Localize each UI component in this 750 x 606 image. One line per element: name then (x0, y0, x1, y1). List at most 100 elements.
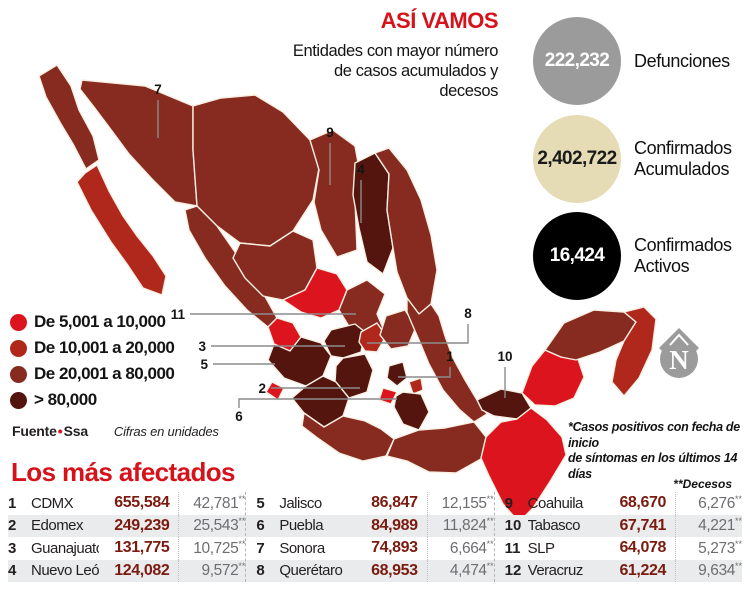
callout-6-label: 6 (235, 409, 243, 424)
defunciones-value: 222,232 (544, 50, 610, 71)
callout-11-label: 11 (171, 307, 186, 322)
table-row: 1 CDMX 655,584 42,781** (8, 492, 245, 515)
table-group-3: 9 Coahuila 68,670 6,276** 10 Tabasco 67,… (493, 492, 742, 582)
table-row: 10 Tabasco 67,741 4,221** (505, 514, 742, 537)
table-row: 5 Jalisco 86,847 12,155** (256, 492, 494, 515)
table-row: 7 Sonora 74,893 6,664** (256, 537, 494, 560)
state-campeche (521, 349, 585, 407)
units-note: Cifras en unidades (113, 424, 219, 439)
row-stripe (8, 514, 742, 537)
state-jalisco (267, 336, 332, 387)
confirmados-acumulados-circle: 2,402,722 (533, 115, 621, 203)
state-coahuila (309, 129, 360, 258)
mexico-map: 7 9 4 11 3 5 2 6 8 1 10 (38, 64, 657, 523)
table-row: 4 Nuevo León 124,082 9,572** (8, 559, 245, 582)
table-row: 8 Querétaro 68,953 4,474** (256, 559, 494, 582)
defunciones-label: Defunciones (634, 50, 730, 71)
stat-defunciones: 222,232 Defunciones (533, 17, 730, 105)
table-title: Los más afectados (11, 457, 235, 487)
state-guanajuato (323, 323, 366, 359)
callout-5-label: 5 (200, 357, 208, 372)
legend-dot-icon (10, 365, 27, 383)
column-divider (426, 537, 428, 560)
legend-dot-icon (10, 391, 27, 409)
callout-9-label: 9 (326, 125, 334, 140)
callout-10-label: 10 (497, 349, 512, 364)
table-group-1: 1 CDMX 655,584 42,781** 2 Edomex 249,239… (8, 492, 245, 582)
defunciones-circle: 222,232 (533, 17, 621, 105)
column-divider (178, 559, 180, 582)
confirmados-acumulados-label: Confirmados Acumulados (634, 138, 732, 179)
subtitle-line: decesos (439, 82, 498, 100)
callout-nuevo-leon: 4 (357, 162, 365, 223)
column-divider (426, 514, 428, 537)
column-divider (426, 559, 428, 582)
state-cdmx (386, 361, 408, 387)
page-subtitle: Entidades con mayor número de casos acum… (240, 41, 499, 101)
column-divider (674, 514, 676, 537)
stat-confirmados-acumulados: 2,402,722 Confirmados Acumulados (533, 115, 732, 203)
callout-1-label: 1 (446, 349, 454, 364)
state-colima (265, 381, 285, 401)
state-sonora (79, 79, 198, 207)
callout-cdmx: 1 (398, 349, 454, 378)
callout-slp: 11 (171, 307, 356, 322)
state-queretaro (358, 322, 387, 353)
callout-2-label: 2 (258, 381, 266, 396)
source-label: Fuente (12, 423, 57, 439)
column-divider (674, 492, 676, 515)
deaths-column-header: **Decesos (673, 477, 732, 491)
callout-jalisco: 5 (200, 357, 275, 372)
state-baja-california-sur (76, 164, 167, 296)
confirmados-activos-label: Confirmados Activos (634, 235, 732, 276)
callout-queretaro: 8 (367, 306, 472, 344)
source-bullet-icon: • (57, 423, 63, 439)
state-baja-california (38, 64, 100, 170)
state-quintana-roo (611, 306, 657, 397)
state-tlaxcala (408, 377, 424, 395)
source-line: Fuente • Ssa Cifras en unidades (12, 423, 219, 439)
state-puebla (393, 391, 430, 431)
callout-sonora: 7 (154, 82, 162, 138)
compass-letter: N (669, 345, 689, 375)
column-divider (674, 559, 676, 582)
table-row: 6 Puebla 84,989 11,824** (256, 514, 494, 537)
row-stripe (8, 559, 742, 582)
callout-coahuila: 9 (326, 125, 334, 185)
subtitle-line: Entidades con mayor número (292, 42, 499, 60)
legend-item: De 5,001 a 10,000 (10, 312, 174, 332)
footnote: *Casos positivos con fecha de inicio de … (568, 420, 740, 481)
column-divider (178, 514, 180, 537)
column-divider (426, 492, 428, 515)
page-title: ASÍ VAMOS (380, 8, 499, 33)
table-group-2: 5 Jalisco 86,847 12,155** 6 Puebla 84,98… (245, 492, 494, 582)
callout-7-label: 7 (154, 82, 162, 97)
confirmados-activos-value: 16,424 (549, 245, 605, 266)
callout-8-label: 8 (464, 306, 472, 321)
state-oaxaca (386, 421, 487, 474)
column-divider (178, 492, 180, 515)
state-edomex (334, 353, 374, 399)
table-row: 2 Edomex 249,239 25,543** (8, 514, 245, 537)
confirmados-activos-circle: 16,424 (533, 212, 621, 300)
header: ASÍ VAMOS Entidades con mayor número de … (240, 8, 499, 101)
column-divider (674, 537, 676, 560)
state-morelos (378, 387, 398, 405)
source-value: Ssa (63, 423, 89, 439)
legend-item: De 20,001 a 80,000 (10, 364, 175, 384)
legend-dot-icon (10, 339, 27, 357)
map-legend: De 5,001 a 10,000 De 10,001 a 20,000 De … (10, 312, 175, 416)
north-compass-icon: N (659, 328, 699, 378)
legend-dot-icon (10, 313, 27, 331)
table-row: 11 SLP 64,078 5,273** (505, 537, 742, 560)
callout-guanajuato: 3 (198, 339, 345, 354)
state-chiapas (480, 407, 567, 523)
table-row: 9 Coahuila 68,670 6,276** (505, 492, 742, 515)
callout-edomex: 2 (258, 381, 360, 396)
column-divider (178, 537, 180, 560)
legend-item: > 80,000 (10, 390, 174, 410)
confirmados-acumulados-value: 2,402,722 (537, 148, 617, 169)
table-row: 3 Guanajuato 131,775 10,725** (8, 537, 245, 560)
callout-tabasco: 10 (497, 349, 513, 398)
subtitle-line: de casos acumulados y (333, 62, 498, 80)
